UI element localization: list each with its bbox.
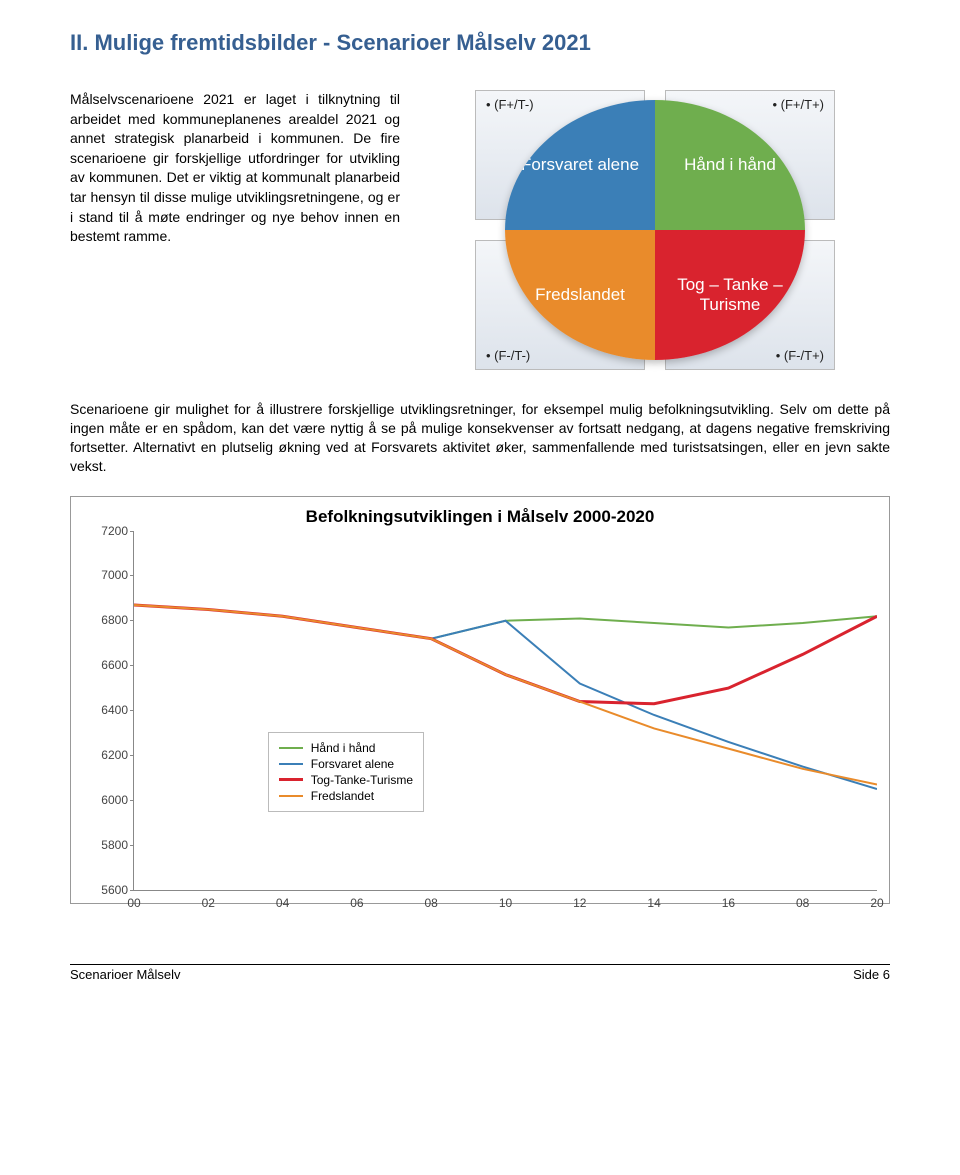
quadrant-segment-q4: Tog – Tanke – Turisme — [655, 230, 805, 360]
legend-label: Hånd i hånd — [311, 741, 376, 755]
quadrant-circle: Forsvaret aleneHånd i håndFredslandetTog… — [505, 100, 805, 360]
chart-plot-area: Hånd i hånd Forsvaret alene Tog-Tanke-Turi… — [133, 531, 877, 891]
legend-item: Hånd i hånd — [279, 741, 413, 755]
legend-label: Forsvaret alene — [311, 757, 394, 771]
y-tick-label: 6200 — [84, 748, 128, 762]
y-tick-label: 5600 — [84, 883, 128, 897]
legend-swatch — [279, 763, 303, 765]
legend-label: Fredslandet — [311, 789, 374, 803]
x-tick-label: 00 — [127, 896, 140, 910]
x-tick-label: 06 — [350, 896, 363, 910]
series-line — [134, 605, 877, 785]
y-tick-label: 6400 — [84, 703, 128, 717]
y-tick-mark — [130, 575, 134, 576]
y-tick-mark — [130, 665, 134, 666]
intro-paragraph: Målselvscenarioene 2021 er laget i tilkn… — [70, 90, 400, 370]
x-tick-label: 10 — [499, 896, 512, 910]
y-tick-label: 6000 — [84, 793, 128, 807]
quadrant-wrap: • (F+/T-) • (F+/T+) • (F-/T-) • (F-/T+) … — [475, 90, 835, 370]
x-tick-label: 08 — [796, 896, 809, 910]
y-tick-mark — [130, 800, 134, 801]
legend-item: Fredslandet — [279, 789, 413, 803]
legend-swatch — [279, 747, 303, 749]
x-tick-label: 14 — [647, 896, 660, 910]
x-tick-label: 02 — [202, 896, 215, 910]
top-row: Målselvscenarioene 2021 er laget i tilkn… — [70, 90, 890, 370]
chart-title: Befolkningsutviklingen i Målselv 2000-20… — [83, 507, 877, 527]
y-tick-mark — [130, 890, 134, 891]
y-tick-mark — [130, 710, 134, 711]
legend-item: Forsvaret alene — [279, 757, 413, 771]
middle-paragraph: Scenarioene gir mulighet for å illustrer… — [70, 400, 890, 476]
legend-swatch — [279, 778, 303, 781]
y-tick-label: 5800 — [84, 838, 128, 852]
y-tick-mark — [130, 755, 134, 756]
chart-legend: Hånd i hånd Forsvaret alene Tog-Tanke-Turi… — [268, 732, 424, 812]
y-tick-mark — [130, 845, 134, 846]
y-tick-label: 7000 — [84, 568, 128, 582]
x-tick-label: 04 — [276, 896, 289, 910]
quadrant-segment-q1: Forsvaret alene — [505, 100, 655, 230]
quadrant-segment-q3: Fredslandet — [505, 230, 655, 360]
page-title: II. Mulige fremtidsbilder - Scenarioer M… — [70, 30, 890, 56]
x-tick-label: 20 — [870, 896, 883, 910]
quadrant-diagram: • (F+/T-) • (F+/T+) • (F-/T-) • (F-/T+) … — [420, 90, 890, 370]
chart-lines-svg — [134, 531, 877, 890]
x-tick-label: 12 — [573, 896, 586, 910]
line-chart: Befolkningsutviklingen i Målselv 2000-20… — [70, 496, 890, 904]
y-tick-label: 6800 — [84, 613, 128, 627]
x-tick-label: 16 — [722, 896, 735, 910]
legend-swatch — [279, 795, 303, 797]
page-footer: Scenarioer Målselv Side 6 — [70, 964, 890, 982]
y-tick-label: 7200 — [84, 524, 128, 538]
quadrant-segment-q2: Hånd i hånd — [655, 100, 805, 230]
y-tick-mark — [130, 531, 134, 532]
series-line — [134, 605, 877, 789]
legend-label: Tog-Tanke-Turisme — [311, 773, 413, 787]
legend-item: Tog-Tanke-Turisme — [279, 773, 413, 787]
x-tick-label: 08 — [425, 896, 438, 910]
y-tick-label: 6600 — [84, 658, 128, 672]
footer-left: Scenarioer Målselv — [70, 967, 181, 982]
footer-right: Side 6 — [853, 967, 890, 982]
y-tick-mark — [130, 620, 134, 621]
